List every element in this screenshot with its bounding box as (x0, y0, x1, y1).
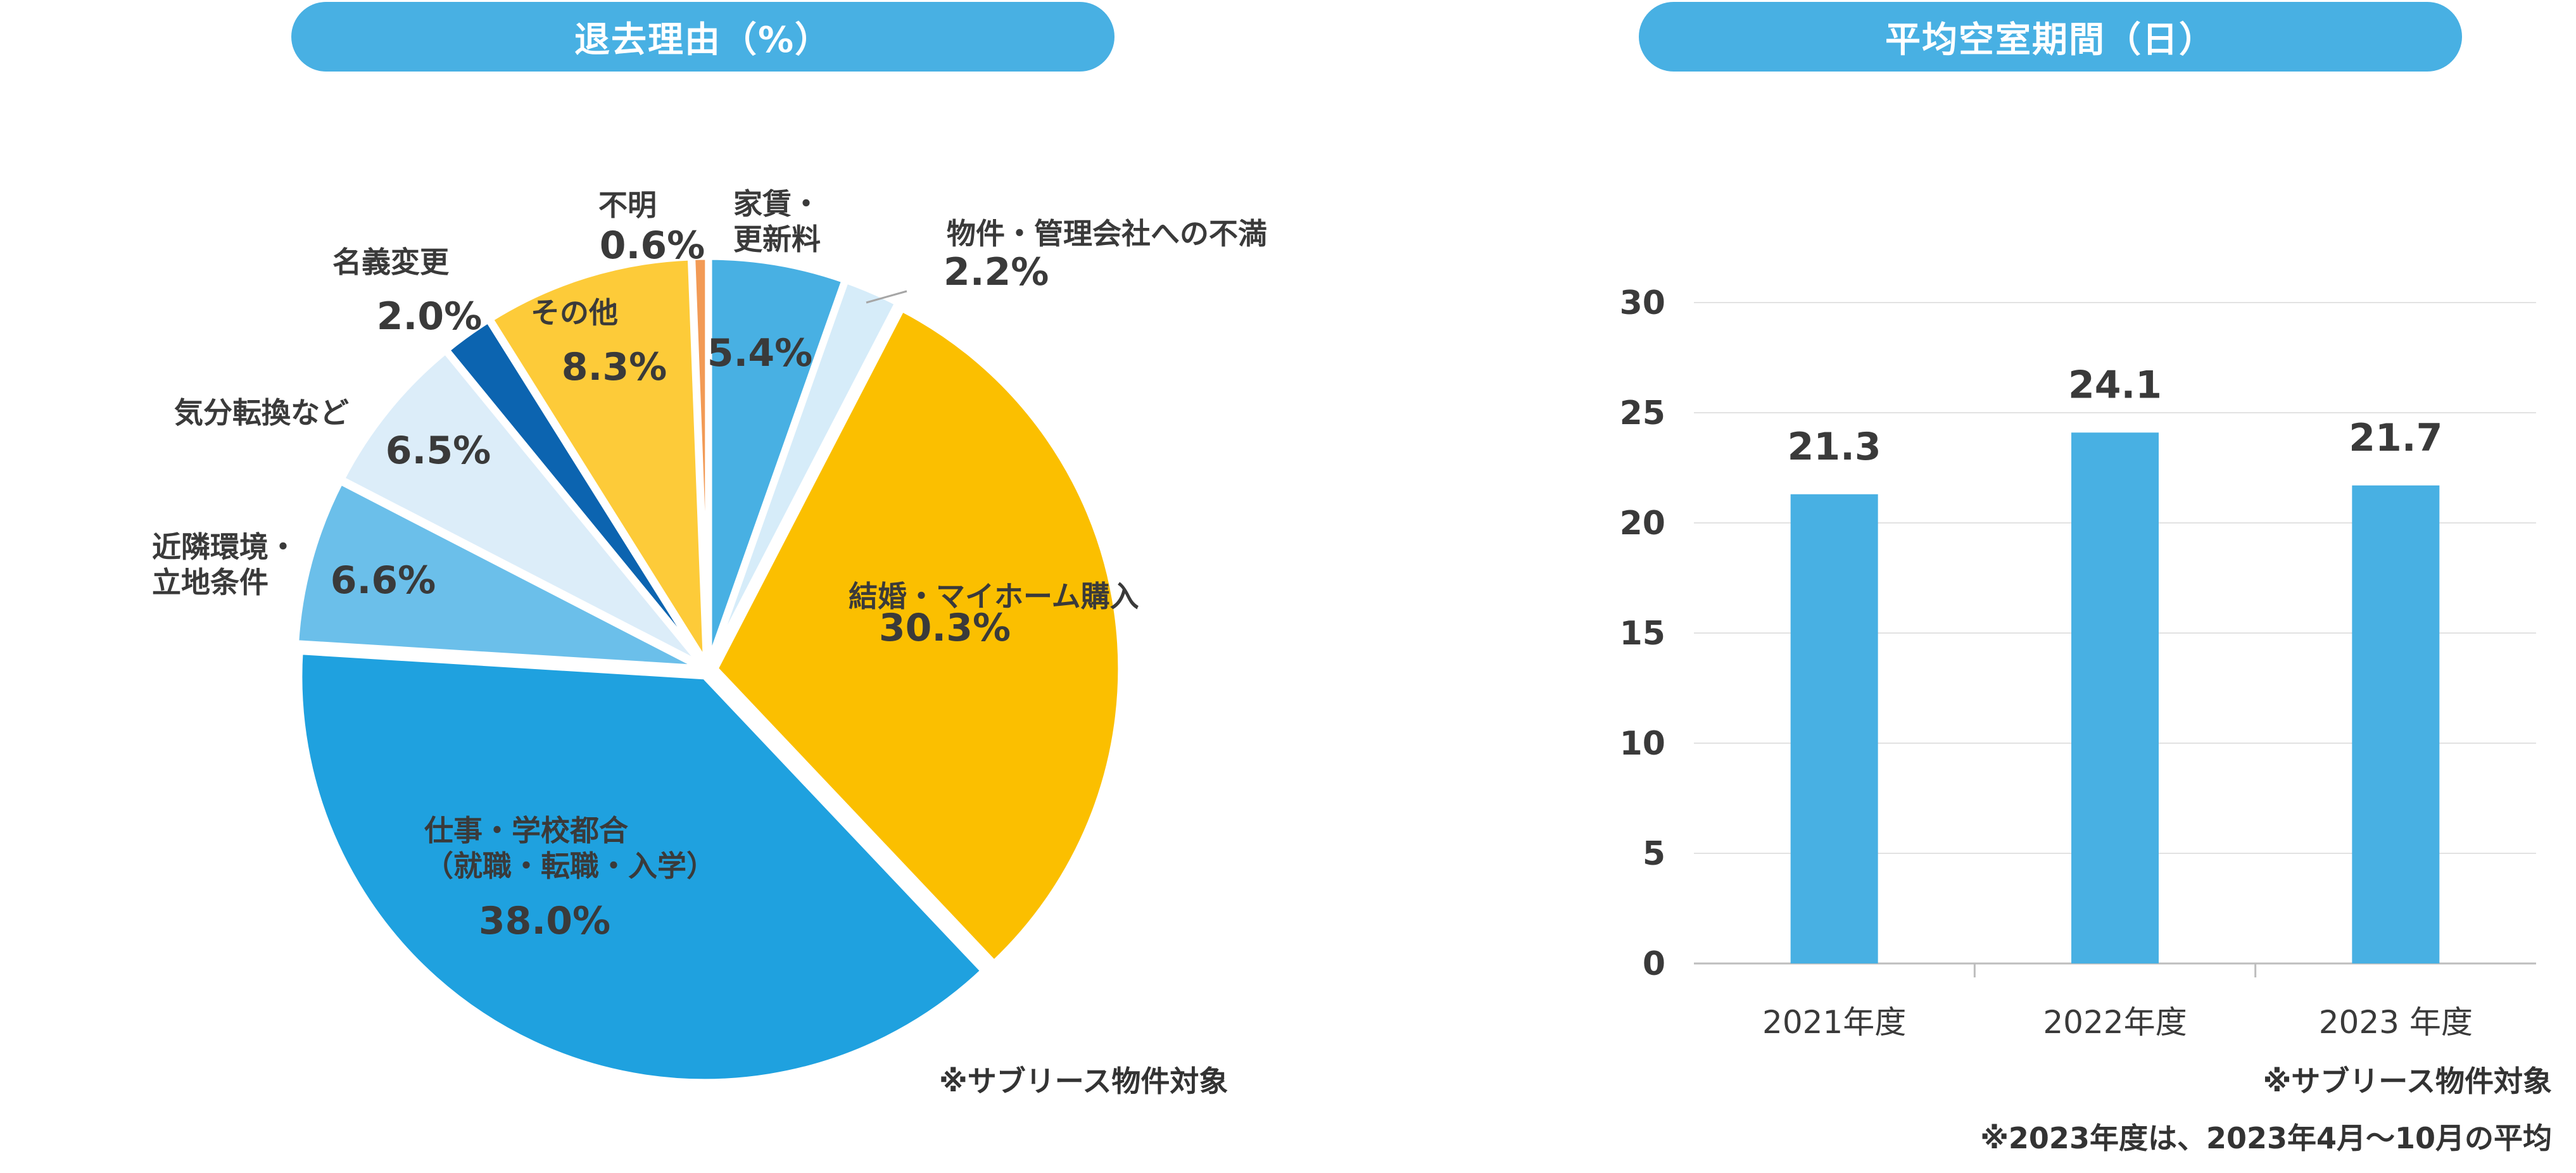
slice-label: 家賃・ (733, 187, 821, 221)
pie-slice (296, 649, 987, 1085)
y-tick-label: 10 (1620, 725, 1665, 763)
pie-slice (293, 479, 704, 671)
slice-value-label: 30.3% (879, 606, 1011, 650)
slice-value-label: 6.5% (386, 429, 491, 473)
bar (2352, 485, 2440, 963)
pie-slice (339, 348, 705, 668)
slice-label: 結婚・マイホーム購入 (849, 579, 1139, 613)
pie-slice (712, 306, 1124, 966)
bar-chart-title: 平均空室期間（日） (1639, 2, 2462, 72)
bar-value-label: 24.1 (2068, 363, 2162, 407)
pie-note: ※サブリース物件対象 (939, 1064, 1228, 1098)
pie-chart-title: 退去理由（%） (291, 2, 1114, 72)
x-tick-label: 2021年度 (1762, 1004, 1906, 1041)
bar (1790, 494, 1878, 963)
bar-value-label: 21.7 (2349, 416, 2442, 460)
bar-note: ※サブリース物件対象 (2263, 1064, 2552, 1098)
pie-slice (708, 278, 900, 666)
y-tick-label: 5 (1643, 835, 1665, 873)
slice-value-label: 6.6% (331, 558, 436, 603)
slice-label: 更新料 (733, 222, 821, 256)
slice-label: 気分転換など (174, 396, 349, 430)
slice-label: 近隣環境・ (152, 530, 298, 564)
slice-label: 物件・管理会社への不満 (947, 216, 1267, 251)
pie-slice (488, 254, 709, 666)
slice-value-label: 2.0% (377, 294, 482, 339)
bar-value-label: 21.3 (1788, 425, 1881, 469)
pie-slice (706, 254, 847, 665)
slice-label: 不明 (598, 188, 657, 222)
y-tick-label: 15 (1620, 615, 1665, 653)
slice-label: その他 (531, 296, 618, 330)
y-tick-label: 0 (1643, 945, 1665, 983)
leader-line (866, 290, 907, 304)
slice-label: （就職・転職・入学） (424, 849, 716, 883)
slice-value-label: 5.4% (707, 331, 812, 375)
slice-label: 仕事・学校都合 (424, 813, 628, 848)
slice-label: 立地条件 (152, 565, 268, 599)
pie-slice (690, 254, 711, 665)
x-tick-label: 2023 年度 (2319, 1004, 2473, 1041)
bar (2071, 432, 2159, 963)
bar-chart: 0 5 10 15 20 25 30 21.3 2021年度 24.1 2022年度 21.7 2023… (1620, 284, 2536, 1041)
slice-value-label: 38.0% (479, 899, 610, 943)
slice-value-label: 8.3% (562, 345, 667, 389)
x-tick-label: 2022年度 (2043, 1004, 2187, 1041)
y-tick-label: 25 (1620, 394, 1665, 432)
bar-footnote: ※2023年度は、2023年4月～10月の平均 (1980, 1121, 2552, 1155)
slice-value-label: 2.2% (944, 250, 1049, 294)
slice-value-label: 0.6% (600, 223, 705, 268)
y-tick-label: 30 (1620, 284, 1665, 322)
y-tick-label: 20 (1620, 505, 1665, 543)
slice-label: 名義変更 (332, 245, 450, 279)
